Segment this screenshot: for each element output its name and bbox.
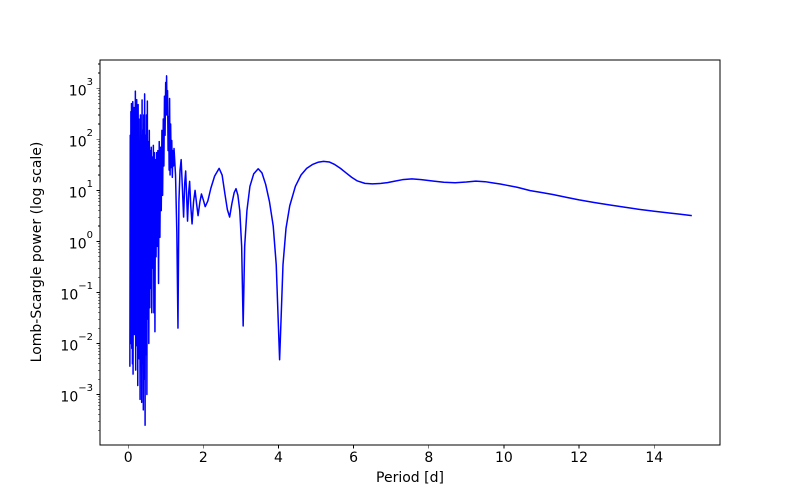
x-tick-label: 6 [349, 450, 359, 466]
x-tick-label: 4 [274, 450, 283, 466]
axes-frame [99, 59, 721, 446]
x-tick-label: 10 [495, 450, 513, 466]
x-axis-ticks [127, 445, 655, 449]
y-tick-label: 103 [68, 77, 93, 100]
y-tick-label: 102 [68, 128, 93, 151]
y-tick-label: 10−1 [60, 281, 93, 305]
plot-border [99, 59, 721, 446]
periodogram-line [129, 75, 692, 426]
x-tick-label: 12 [570, 450, 588, 466]
y-tick-label: 100 [68, 230, 93, 254]
y-tick-label: 10−3 [60, 383, 93, 407]
x-tick-label: 14 [645, 450, 664, 466]
x-tick-label: 2 [198, 450, 208, 466]
x-tick-label: 8 [424, 450, 434, 466]
y-axis-label: Lomb-Scargle power (log scale) [29, 141, 45, 363]
y-tick-label: 10−2 [60, 332, 93, 356]
y-axis-ticks [96, 63, 100, 431]
data-series [129, 75, 692, 426]
x-tick-label: 0 [123, 450, 133, 466]
y-tick-label: 101 [68, 179, 93, 203]
x-axis-label: Period [d] [376, 470, 444, 486]
